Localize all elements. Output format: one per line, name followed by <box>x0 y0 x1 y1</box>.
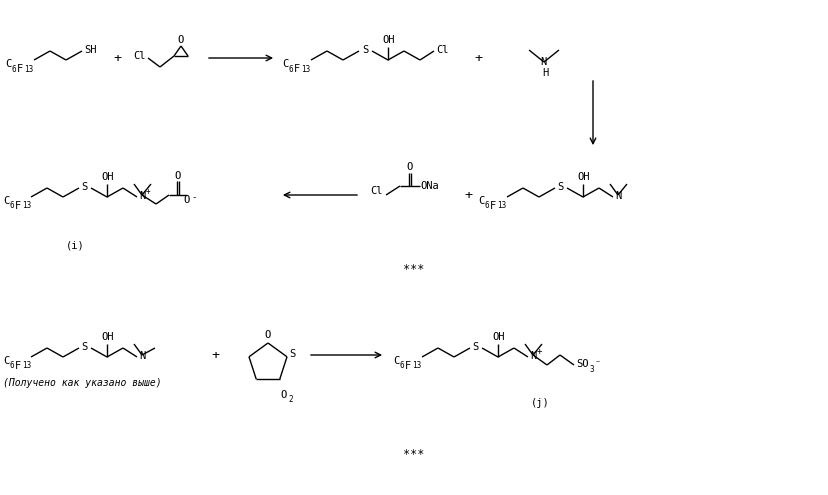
Text: 13: 13 <box>301 64 310 73</box>
Text: OH: OH <box>382 35 394 45</box>
Text: OH: OH <box>101 332 113 342</box>
Text: C: C <box>3 196 9 206</box>
Text: Cl: Cl <box>369 186 382 196</box>
Text: 13: 13 <box>412 361 421 370</box>
Text: 13: 13 <box>22 361 31 370</box>
Text: O: O <box>174 171 180 181</box>
Text: 13: 13 <box>24 64 33 73</box>
Text: Cl: Cl <box>132 51 146 61</box>
Text: +: + <box>464 189 471 201</box>
Text: C: C <box>5 59 12 69</box>
Text: +: + <box>211 348 219 361</box>
Text: S: S <box>556 182 562 192</box>
Text: N: N <box>139 351 145 361</box>
Text: H: H <box>542 68 547 78</box>
Text: O: O <box>263 330 270 340</box>
Text: 6: 6 <box>10 201 15 210</box>
Text: 6: 6 <box>12 64 17 73</box>
Text: N: N <box>139 191 145 201</box>
Text: C: C <box>392 356 399 366</box>
Text: +: + <box>537 346 542 355</box>
Text: O: O <box>280 390 286 400</box>
Text: S: S <box>289 349 295 359</box>
Text: 6: 6 <box>10 361 15 370</box>
Text: SH: SH <box>84 45 96 55</box>
Text: 13: 13 <box>497 201 506 210</box>
Text: N: N <box>539 57 546 67</box>
Text: C: C <box>478 196 484 206</box>
Text: +: + <box>474 51 481 64</box>
Text: C: C <box>282 59 288 69</box>
Text: F: F <box>15 201 22 211</box>
Text: 6: 6 <box>289 64 293 73</box>
Text: 6: 6 <box>484 201 489 210</box>
Text: ***: *** <box>403 263 424 277</box>
Text: (i): (i) <box>65 240 84 250</box>
Text: S: S <box>81 182 87 192</box>
Text: F: F <box>17 64 23 74</box>
Text: C: C <box>3 356 9 366</box>
Text: F: F <box>15 361 22 371</box>
Text: 3: 3 <box>590 364 594 374</box>
Text: S: S <box>81 342 87 352</box>
Text: O: O <box>406 162 412 172</box>
Text: ONa: ONa <box>420 181 438 191</box>
Text: OH: OH <box>101 172 113 182</box>
Text: S: S <box>471 342 478 352</box>
Text: 2: 2 <box>287 396 292 404</box>
Text: F: F <box>294 64 300 74</box>
Text: SO: SO <box>575 359 588 369</box>
Text: OH: OH <box>491 332 504 342</box>
Text: F: F <box>489 201 496 211</box>
Text: -: - <box>190 194 196 202</box>
Text: N: N <box>529 351 536 361</box>
Text: O: O <box>183 195 189 205</box>
Text: F: F <box>405 361 411 371</box>
Text: +: + <box>113 51 121 64</box>
Text: 6: 6 <box>400 361 404 370</box>
Text: (j): (j) <box>530 398 549 408</box>
Text: 13: 13 <box>22 201 31 210</box>
Text: N: N <box>614 191 620 201</box>
Text: ***: *** <box>403 448 424 461</box>
Text: Cl: Cl <box>436 45 448 55</box>
Text: +: + <box>146 187 151 196</box>
Text: OH: OH <box>576 172 589 182</box>
Text: (Получено как указано выше): (Получено как указано выше) <box>3 378 161 388</box>
Text: O: O <box>177 35 183 45</box>
Text: ⁻: ⁻ <box>595 359 600 369</box>
Text: S: S <box>362 45 368 55</box>
